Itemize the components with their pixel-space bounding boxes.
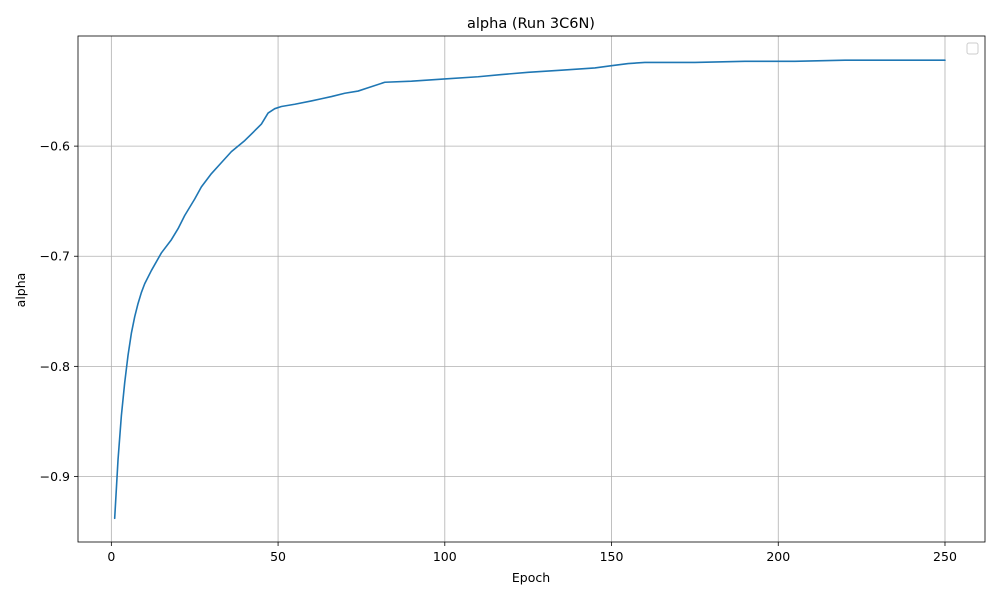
y-tick-label: −0.7 — [40, 249, 70, 264]
series-layer — [113, 59, 946, 520]
y-tick-label: −0.6 — [40, 139, 70, 154]
x-tick-label: 200 — [766, 549, 790, 564]
grid-layer — [78, 36, 985, 542]
series-line-0 — [113, 59, 946, 520]
x-tick-label: 100 — [433, 549, 457, 564]
x-tick-label: 250 — [933, 549, 957, 564]
legend-box — [966, 42, 979, 55]
x-tick-label: 50 — [270, 549, 286, 564]
y-tick-label: −0.8 — [40, 359, 70, 374]
x-tick-label: 0 — [107, 549, 115, 564]
chart-title: alpha (Run 3C6N) — [467, 16, 595, 32]
y-axis-label: alpha — [13, 273, 28, 308]
x-tick-label: 150 — [600, 549, 624, 564]
plot-frame — [77, 35, 986, 543]
x-axis-label: Epoch — [512, 570, 550, 585]
y-tick-label: −0.9 — [40, 469, 70, 484]
tick-layer: 0 50 100 150 200 250 −0.9 −0.8 −0.7 −0.6 — [40, 139, 957, 564]
